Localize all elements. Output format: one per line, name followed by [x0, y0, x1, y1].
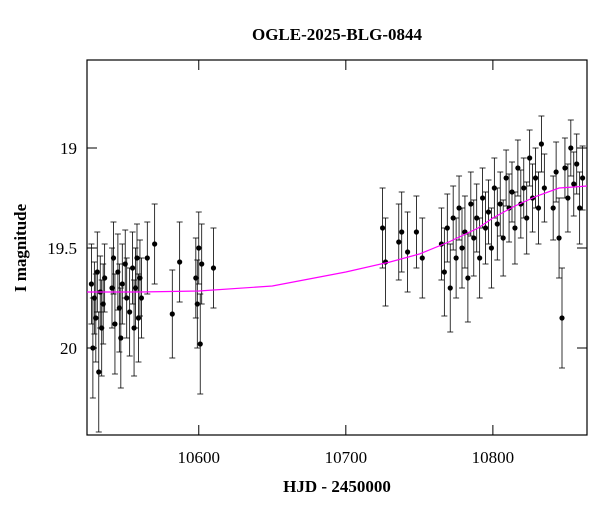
plot-frame — [86, 59, 588, 436]
data-point — [413, 229, 420, 235]
data-point — [88, 281, 95, 287]
data-point — [152, 241, 158, 247]
data-point — [447, 285, 453, 291]
data-point — [90, 345, 96, 351]
data-point — [459, 245, 465, 251]
data-point — [404, 249, 411, 255]
data-point — [494, 221, 500, 227]
data-point — [524, 215, 530, 221]
data-point — [127, 309, 133, 315]
data-point — [465, 275, 471, 281]
data-point — [571, 181, 577, 187]
data-point — [477, 255, 483, 261]
data-point — [541, 185, 547, 191]
data-point — [112, 321, 118, 327]
data-point — [399, 229, 405, 235]
data-point — [468, 201, 474, 207]
data-point — [515, 165, 521, 171]
data-point — [135, 315, 142, 321]
data-point — [169, 311, 175, 317]
data-point — [482, 225, 489, 231]
data-point — [396, 239, 402, 245]
data-point — [497, 201, 503, 207]
data-point — [503, 175, 509, 181]
data-point — [550, 205, 556, 211]
data-point — [562, 165, 568, 171]
data-point — [118, 335, 124, 341]
y-tick-label: 19 — [60, 139, 77, 158]
y-axis-label: I magnitude — [11, 203, 30, 292]
data-point — [134, 255, 140, 261]
data-point — [102, 275, 108, 281]
chart-title: OGLE-2025-BLG-0844 — [252, 25, 423, 44]
data-point — [210, 265, 217, 271]
x-axis-label: HJD - 2450000 — [283, 477, 391, 496]
data-point — [565, 195, 571, 201]
data-point — [485, 209, 492, 215]
data-point — [512, 225, 518, 231]
data-point — [144, 255, 150, 261]
data-point — [94, 269, 100, 275]
data-point — [379, 225, 386, 231]
x-tick-label: 10800 — [472, 448, 515, 467]
data-point — [124, 295, 130, 301]
data-point — [577, 205, 583, 211]
data-point — [488, 245, 495, 251]
data-point — [532, 175, 539, 181]
data-point — [196, 245, 202, 251]
data-point — [419, 255, 425, 261]
data-point — [194, 301, 200, 307]
data-point — [110, 255, 117, 261]
data-point — [177, 259, 183, 265]
data-point — [199, 261, 205, 267]
data-point — [568, 145, 574, 151]
data-point — [93, 315, 99, 321]
data-point — [129, 265, 136, 271]
data-point — [500, 235, 506, 241]
data-point — [479, 195, 486, 201]
model-curve — [87, 185, 588, 293]
data-point — [559, 315, 565, 321]
data-point — [138, 295, 145, 301]
x-tick-label: 10600 — [178, 448, 221, 467]
data-point — [521, 185, 527, 191]
data-point — [538, 141, 545, 147]
data-point — [471, 235, 477, 241]
data-point — [96, 369, 102, 375]
data-point — [441, 269, 447, 275]
data-point — [579, 175, 586, 181]
x-tick-label: 10700 — [325, 448, 368, 467]
data-point — [553, 169, 559, 175]
data-point — [556, 235, 562, 241]
data-point — [574, 161, 580, 167]
y-tick-label: 19.5 — [47, 239, 77, 258]
data-point — [119, 281, 125, 287]
data-point — [453, 255, 459, 261]
data-point — [444, 225, 450, 231]
data-point — [527, 155, 533, 161]
data-point — [535, 205, 542, 211]
data-point — [197, 341, 203, 347]
y-tick-label: 20 — [60, 339, 77, 358]
